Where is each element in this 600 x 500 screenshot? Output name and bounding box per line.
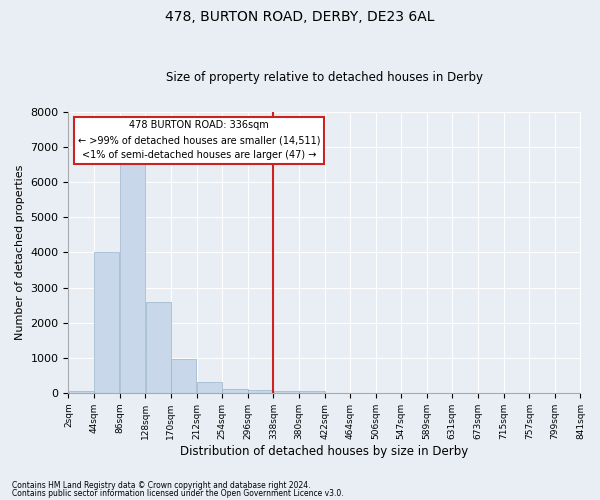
Bar	[248, 390, 273, 393]
Bar	[68, 391, 94, 393]
Bar	[171, 359, 196, 393]
Bar	[299, 391, 325, 393]
Text: Contains HM Land Registry data © Crown copyright and database right 2024.: Contains HM Land Registry data © Crown c…	[12, 481, 311, 490]
Bar	[120, 161, 145, 393]
X-axis label: Distribution of detached houses by size in Derby: Distribution of detached houses by size …	[181, 444, 469, 458]
Bar	[197, 382, 222, 393]
Title: Size of property relative to detached houses in Derby: Size of property relative to detached ho…	[166, 72, 483, 85]
Bar	[223, 388, 248, 393]
Bar	[146, 302, 170, 393]
Bar	[274, 390, 299, 393]
Bar	[94, 252, 119, 393]
Y-axis label: Number of detached properties: Number of detached properties	[15, 165, 25, 340]
Text: 478, BURTON ROAD, DERBY, DE23 6AL: 478, BURTON ROAD, DERBY, DE23 6AL	[165, 10, 435, 24]
Text: 478 BURTON ROAD: 336sqm
← >99% of detached houses are smaller (14,511)
<1% of se: 478 BURTON ROAD: 336sqm ← >99% of detach…	[78, 120, 320, 160]
Text: Contains public sector information licensed under the Open Government Licence v3: Contains public sector information licen…	[12, 488, 344, 498]
